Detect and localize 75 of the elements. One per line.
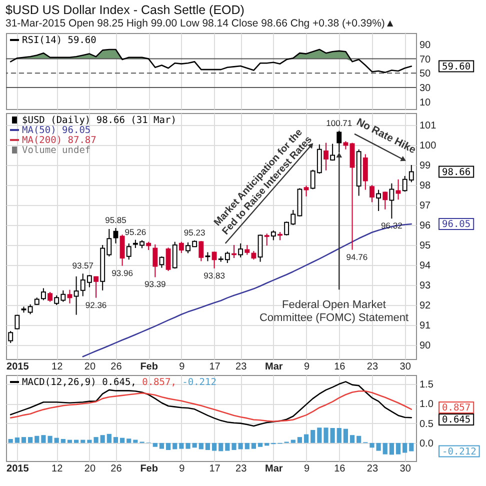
x-tick-label: 20 — [84, 464, 96, 474]
y-tick-label: 1.5 — [420, 380, 434, 391]
x-tick-label: 20 — [84, 362, 96, 372]
x-tick-label: 9 — [304, 464, 310, 474]
y-tick-label: 96 — [420, 220, 432, 232]
x-tick-label: 23 — [366, 464, 378, 474]
x-tick-label: 30 — [400, 362, 412, 372]
chart-subtitle: 31-Mar-2015 Open 98.25 High 99.00 Low 98.14 Close 98.66 Chg +0.38 (+0.39%)▲ — [6, 18, 396, 30]
annotation: 93.83 — [204, 270, 226, 280]
text: 0.645 — [442, 414, 471, 426]
x-tick-label: 26 — [110, 362, 122, 372]
text: -0.212 — [442, 446, 476, 458]
annotation: 93.39 — [144, 279, 166, 290]
x-tick-label: Feb — [140, 362, 158, 372]
x-tick-label: 16 — [334, 362, 346, 372]
x-tick-label: 2015 — [6, 362, 30, 372]
x-tick-label: Feb — [140, 464, 158, 474]
series-label: 0.857, — [142, 377, 176, 388]
x-tick-label: 23 — [236, 362, 248, 372]
annotation: -0.212 — [182, 377, 216, 388]
chart-title: $USD US Dollar Index - Cash Settle (EOD) — [6, 3, 244, 17]
x-tick-label: 12 — [52, 362, 64, 372]
annotation: 95.85 — [105, 215, 127, 225]
x-tick-label: 23 — [366, 362, 378, 372]
y-tick-label: 91 — [420, 320, 432, 332]
y-tick-label: 90 — [420, 340, 432, 352]
legend-label: $USD (Daily) 98.66 (31 Mar) — [22, 115, 176, 126]
y-tick-label: 70 — [420, 54, 432, 66]
y-tick-label: 98 — [420, 180, 432, 192]
y-tick-label: 92 — [420, 300, 432, 312]
x-tick-label: 9 — [179, 362, 186, 372]
x-tick-label: 16 — [334, 464, 346, 474]
x-tick-label: 12 — [52, 464, 64, 474]
x-tick-label: 9 — [179, 464, 186, 474]
annotation: 100.71 — [326, 118, 352, 128]
y-tick-label: 100 — [420, 140, 437, 152]
annotation: 95.23 — [184, 227, 206, 238]
y-tick-label: 0.0 — [420, 438, 434, 450]
y-tick-label: 101 — [420, 120, 437, 132]
y-tick-label: 99 — [420, 160, 432, 172]
annotation: 94.76 — [346, 252, 368, 262]
y-tick-label: 10 — [420, 97, 432, 108]
legend-label: RSI(14) 59.60 — [22, 35, 97, 46]
annotation: 93.57 — [72, 260, 94, 271]
text: 59.60 — [442, 61, 471, 72]
x-tick-label: 2015 — [6, 464, 30, 474]
x-tick-label: Mar — [265, 464, 283, 474]
y-tick-label: 97 — [420, 200, 432, 212]
y-tick-label: 93 — [420, 280, 432, 292]
y-tick-label: 1.0 — [420, 399, 434, 410]
x-tick-label: 23 — [236, 464, 248, 474]
x-tick-label: 26 — [110, 464, 122, 474]
annotation: No Rate Hike — [354, 116, 418, 156]
y-tick-label: 94 — [420, 260, 432, 272]
text: 0.857 — [442, 402, 471, 414]
legend-label: Volume undef — [22, 145, 91, 156]
annotation: 93.96 — [112, 268, 134, 278]
x-tick-label: Mar — [265, 362, 283, 372]
x-tick-label: 17 — [209, 362, 221, 372]
y-tick-label: 95 — [420, 240, 432, 252]
y-tick-label: 90 — [420, 40, 432, 51]
legend-label: MA(200) 87.87 — [22, 135, 96, 146]
annotation: 95.26 — [124, 226, 146, 237]
annotation: Federal Open Market Committee (FOMC) Statement — [259, 298, 409, 324]
x-tick-label: 17 — [209, 464, 221, 474]
y-tick-label: 0.5 — [420, 418, 434, 430]
y-tick-label: 50 — [420, 68, 432, 80]
text: 96.05 — [442, 219, 471, 230]
legend-label: MACD(12,26,9) 0.645, — [22, 377, 136, 388]
x-tick-label: 9 — [304, 362, 310, 372]
annotation: 92.36 — [85, 300, 107, 310]
x-tick-label: 30 — [400, 464, 412, 474]
legend-label: MA(50) 96.05 — [22, 125, 91, 136]
y-tick-label: 30 — [420, 82, 432, 94]
text: 98.66 — [442, 166, 471, 178]
